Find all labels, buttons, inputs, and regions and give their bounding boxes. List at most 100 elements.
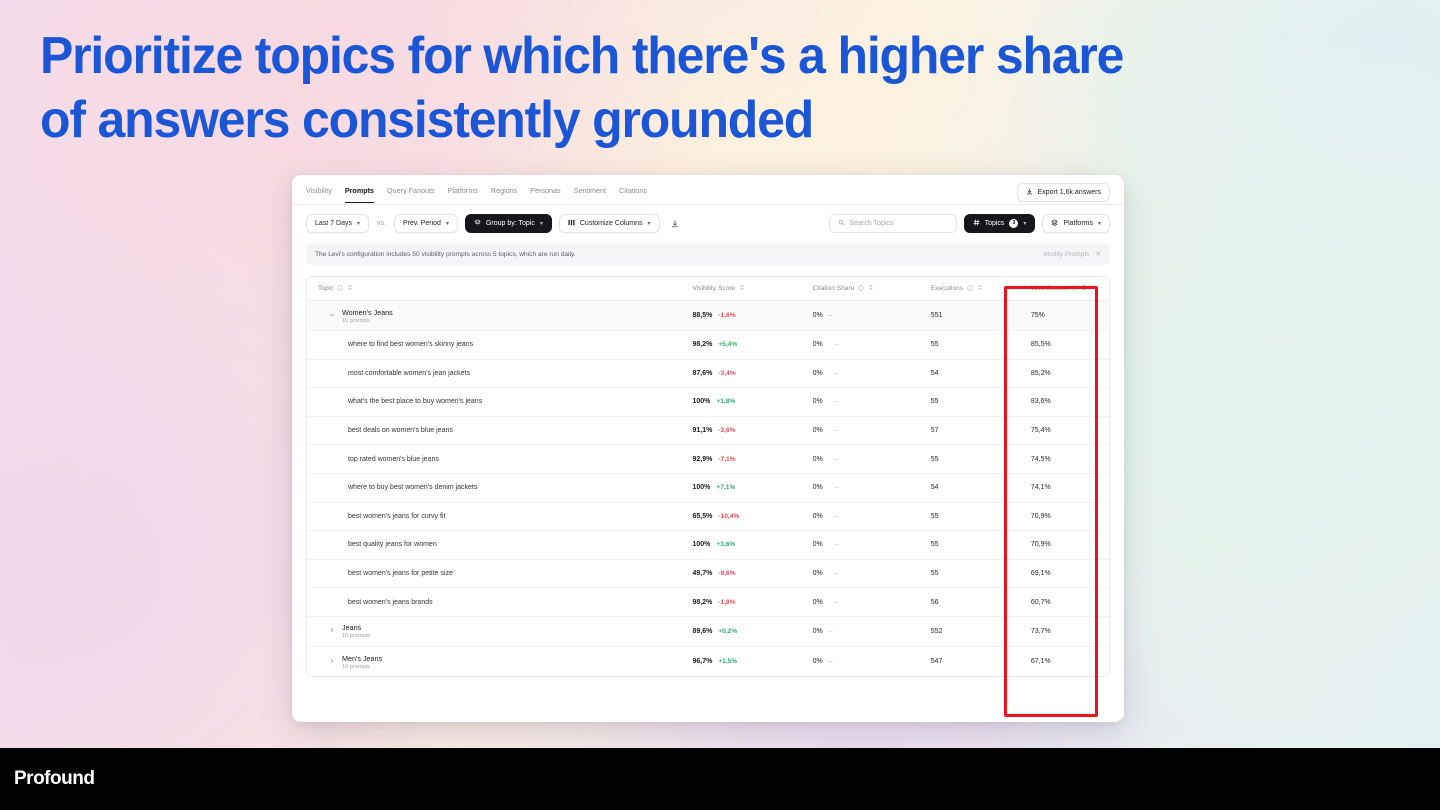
visibility-score-value: 98,2% [692, 598, 713, 606]
citation-share-value: 0% [812, 427, 823, 435]
cell-executions: 55 [930, 530, 1031, 560]
prompt-text: where to find best women's skinny jeans [348, 341, 474, 349]
prompt-text: where to buy best women's denim jackets [348, 484, 478, 492]
column-header-executions-label: Executions [930, 285, 964, 292]
web-search-value: 74,5% [1030, 455, 1051, 463]
prompt-text: best women's jeans for petite size [348, 570, 453, 578]
tab-visibility[interactable]: Visibility [306, 186, 332, 195]
citation-share-delta: – [834, 512, 839, 520]
cell-web-search: 69,1% [1030, 559, 1109, 589]
citation-share-value: 0% [812, 627, 823, 635]
info-icon[interactable] [858, 284, 865, 293]
sort-icon[interactable] [739, 284, 745, 293]
table-group-row[interactable]: Men's Jeans 10 prompts 96,7% +1,5% 0% –547 67,… [307, 646, 1109, 677]
column-header-topic-label: Topic [318, 285, 334, 292]
citation-share-delta: – [834, 398, 839, 406]
cell-topic: top rated women's blue jeans [307, 444, 693, 474]
cell-web-search: 85,5% [1030, 330, 1109, 360]
tab-platforms[interactable]: Platforms [447, 186, 478, 195]
tab-personas[interactable]: Personas [530, 186, 561, 195]
tab-sentiment[interactable]: Sentiment [573, 186, 607, 195]
export-answers-button[interactable]: Export 1,6k answers [1016, 183, 1110, 202]
modify-prompts-action[interactable]: Modify Prompts ✕ [1044, 250, 1101, 259]
executions-value: 55 [930, 341, 939, 349]
table-group-row[interactable]: Women's Jeans 10 prompts 88,5% -1,6% 0% –551 7… [307, 300, 1109, 331]
chevron-right-icon[interactable] [329, 627, 336, 635]
chevron-right-icon[interactable] [329, 658, 336, 666]
tab-prompts[interactable]: Prompts [344, 186, 374, 203]
sort-icon[interactable] [977, 284, 983, 293]
column-header-visibility-score[interactable]: Visibility Score [692, 277, 813, 301]
tab-regions[interactable]: Regions [490, 186, 518, 195]
tab-citations[interactable]: Citations [619, 186, 647, 195]
platforms-filter[interactable]: Platforms ▾ [1042, 214, 1110, 233]
tab-query-fanouts[interactable]: Query Fanouts [387, 186, 435, 195]
table-row[interactable]: most comfortable women's jean jackets 87,… [307, 359, 1109, 389]
table-row[interactable]: best quality jeans for women 100% +3,6% 0% –… [307, 530, 1109, 560]
table-row[interactable]: best women's jeans for curvy fit 65,5% -10… [307, 502, 1109, 532]
cell-citation-share: 0% – [812, 502, 931, 532]
compare-period-filter[interactable]: Prev. Period ▾ [393, 214, 458, 233]
cell-web-search: 75,4% [1030, 416, 1109, 446]
table-group-row[interactable]: Jeans 10 prompts 89,6% +0,2% 0% –552 73,7% [307, 616, 1109, 647]
sort-icon[interactable] [868, 284, 874, 293]
cell-topic: where to buy best women's denim jackets [307, 473, 693, 503]
visibility-score-value: 87,6% [692, 369, 713, 377]
app-window: Visibility Prompts Query Fanouts Platforms R… [292, 175, 1124, 722]
date-range-filter[interactable]: Last 7 Days ▾ [306, 214, 369, 233]
chevron-down-icon: ▾ [445, 221, 449, 227]
cell-web-search: 74,5% [1030, 444, 1109, 474]
executions-value: 55 [930, 398, 939, 406]
visibility-score-delta: -1,6% [718, 312, 736, 319]
sort-icon[interactable] [1081, 284, 1087, 293]
prompt-text: most comfortable women's jean jackets [348, 369, 470, 377]
search-topics-input[interactable]: Search Topics [828, 214, 957, 233]
table-row[interactable]: best women's jeans brands 98,2% -1,8% 0% – 56… [307, 587, 1109, 617]
group-by-label: Group by: Topic [485, 220, 535, 227]
chevron-down-icon: ▾ [539, 221, 543, 227]
table-row[interactable]: what's the best place to buy women's jea… [307, 387, 1109, 417]
info-icon[interactable] [967, 284, 973, 293]
column-header-executions[interactable]: Executions [930, 277, 1031, 301]
customize-columns-button[interactable]: Customize Columns ▾ [558, 214, 660, 233]
chevron-down-icon: ▾ [356, 221, 360, 227]
column-header-citation-share[interactable]: Citation Share [812, 277, 931, 301]
cell-executions: 55 [930, 444, 1031, 474]
cell-web-search: 75% [1030, 300, 1109, 331]
chevron-down-icon[interactable] [329, 312, 336, 320]
visibility-score-delta: -1,8% [718, 598, 736, 606]
group-name: Jeans [342, 623, 362, 633]
table-row[interactable]: where to buy best women's denim jackets 1… [307, 473, 1109, 503]
cell-executions: 55 [930, 559, 1031, 589]
page-headline: Prioritize topics for which there's a hi… [40, 24, 1288, 153]
download-table-button[interactable] [667, 214, 684, 233]
info-icon[interactable] [1071, 284, 1077, 293]
web-search-value: 75% [1030, 312, 1045, 319]
search-topics-placeholder: Search Topics [849, 220, 894, 227]
table-row[interactable]: top rated women's blue jeans 92,9% -7,1% 0%… [307, 444, 1109, 474]
cell-topic: Men's Jeans 10 prompts [307, 646, 693, 677]
citation-share-delta: – [834, 541, 839, 549]
column-header-web-search[interactable]: Web Search [1030, 277, 1109, 301]
table-row[interactable]: best deals on women's blue jeans 91,1% -3,… [307, 416, 1109, 446]
table-row[interactable]: where to find best women's skinny jeans 9… [307, 330, 1109, 360]
cell-topic: Jeans 10 prompts [307, 616, 693, 647]
citation-share-value: 0% [812, 658, 823, 666]
cell-citation-share: 0% – [812, 444, 931, 474]
prompt-text: best deals on women's blue jeans [348, 427, 453, 435]
group-name: Men's Jeans [342, 653, 383, 663]
prompt-text: best quality jeans for women [348, 541, 437, 549]
topics-filter[interactable]: Topics 3 ▾ [963, 214, 1036, 233]
column-header-topic[interactable]: Topic [307, 277, 693, 301]
stack-icon [1051, 219, 1058, 228]
cell-citation-share: 0% – [812, 359, 931, 389]
visibility-score-value: 88,5% [692, 312, 713, 319]
group-by-filter[interactable]: Group by: Topic ▾ [464, 214, 552, 233]
sort-icon[interactable] [347, 284, 353, 293]
info-icon[interactable] [337, 284, 344, 293]
web-search-value: 85,2% [1030, 369, 1051, 377]
visibility-score-value: 100% [692, 398, 711, 406]
compare-period-label: Prev. Period [402, 220, 441, 227]
close-icon[interactable]: ✕ [1095, 251, 1101, 258]
table-row[interactable]: best women's jeans for petite size 49,7% -… [307, 559, 1109, 589]
